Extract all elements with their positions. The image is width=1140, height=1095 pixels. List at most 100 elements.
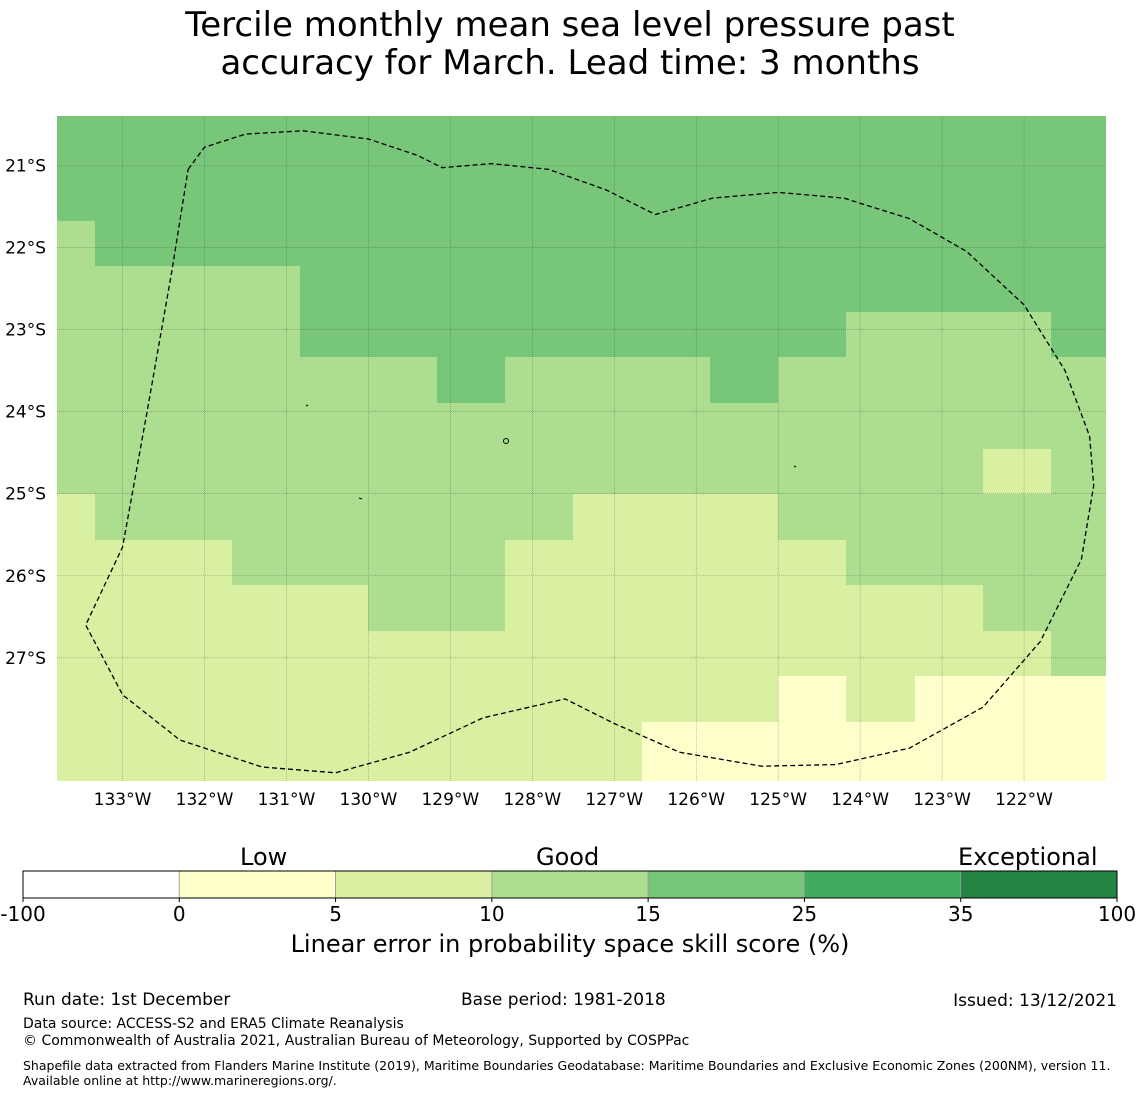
grid-cell xyxy=(57,312,95,357)
island-mark xyxy=(305,404,309,407)
eez-boundary xyxy=(84,130,1095,774)
grid-cell xyxy=(983,266,1051,312)
grid-cell xyxy=(778,221,846,266)
colorbar-segment xyxy=(335,870,493,899)
grid-cell xyxy=(846,722,915,781)
colorbar-tick-label: 35 xyxy=(948,902,973,926)
grid-cell xyxy=(915,585,983,631)
grid-cell xyxy=(642,312,710,357)
grid-cell xyxy=(368,540,437,585)
grid-cell xyxy=(368,676,437,722)
grid-cell xyxy=(95,266,164,312)
grid-cell xyxy=(505,266,573,312)
grid-cell xyxy=(57,221,95,266)
grid-cell xyxy=(642,449,710,494)
longitude-label: 123°W xyxy=(913,790,971,810)
grid-cell xyxy=(300,116,368,221)
grid-cell xyxy=(642,494,710,540)
grid-cell xyxy=(915,676,983,722)
grid-cell xyxy=(95,494,164,540)
colorbar-segment xyxy=(960,870,1118,899)
grid-cell xyxy=(368,449,437,494)
grid-cell xyxy=(642,540,710,585)
shapefile-credit: Shapefile data extracted from Flanders M… xyxy=(23,1058,1111,1088)
grid-cell xyxy=(95,585,164,631)
grid-cell xyxy=(1051,221,1106,266)
latitude-label: 25°S xyxy=(5,485,46,505)
grid-cell xyxy=(164,585,232,631)
grid-cell xyxy=(505,357,573,403)
grid-cell xyxy=(368,357,437,403)
grid-cell xyxy=(915,266,983,312)
grid-cell xyxy=(437,676,505,722)
colorbar-tick-label: 100 xyxy=(1098,902,1136,926)
grid-cell xyxy=(164,449,232,494)
colorbar-ticks: -100 0 5 10 15 25 35 100 xyxy=(0,898,1136,926)
grid-cell xyxy=(1051,722,1106,781)
colorbar-segment xyxy=(804,870,962,899)
grid-cell xyxy=(915,449,983,494)
grid-cell xyxy=(232,631,300,676)
grid-cell xyxy=(710,676,778,722)
grid-cell xyxy=(300,221,368,266)
grid-cell xyxy=(1051,357,1106,403)
grid-cell xyxy=(505,449,573,494)
grid-cell xyxy=(57,585,95,631)
grid-cell xyxy=(846,585,915,631)
skill-grid xyxy=(57,116,1106,781)
grid-cell xyxy=(232,585,300,631)
title-line-2: accuracy for March. Lead time: 3 months xyxy=(220,43,920,83)
grid-cell xyxy=(573,357,642,403)
colorbar-segment xyxy=(178,870,336,899)
grid-cell xyxy=(983,312,1051,357)
grid-cell xyxy=(778,266,846,312)
grid-cell xyxy=(57,449,95,494)
grid-cell xyxy=(846,494,915,540)
grid-cell xyxy=(368,312,437,357)
island-mark xyxy=(503,438,509,444)
grid-cell xyxy=(710,540,778,585)
island-mark xyxy=(793,465,797,468)
grid-cell xyxy=(164,266,232,312)
latitude-label: 22°S xyxy=(5,238,46,258)
grid-cell xyxy=(164,312,232,357)
grid-cell xyxy=(437,357,505,403)
grid-cell xyxy=(164,631,232,676)
grid-cell xyxy=(505,494,573,540)
base-period: Base period: 1981-2018 xyxy=(461,990,666,1010)
grid-cell xyxy=(846,221,915,266)
grid-cell xyxy=(368,631,437,676)
grid-cell xyxy=(95,221,164,266)
longitude-label: 131°W xyxy=(258,790,316,810)
grid-cell xyxy=(95,540,164,585)
grid-cell xyxy=(778,722,846,781)
grid-cell xyxy=(57,494,95,540)
grid-cell xyxy=(505,221,573,266)
colorbar-category-good: Good xyxy=(536,843,600,871)
grid-cell xyxy=(846,631,915,676)
longitude-label: 132°W xyxy=(176,790,234,810)
grid-cell xyxy=(368,722,437,781)
grid-cell xyxy=(1051,631,1106,676)
run-date: Run date: 1st December xyxy=(23,990,231,1010)
longitude-label: 129°W xyxy=(421,790,479,810)
grid-cell xyxy=(232,357,300,403)
grid-cell xyxy=(437,116,505,221)
grid-cell xyxy=(300,357,368,403)
grid-cell xyxy=(368,116,437,221)
colorbar-tick-label: 15 xyxy=(635,902,660,926)
grid-cell xyxy=(983,449,1051,494)
grid-cell xyxy=(983,494,1051,540)
grid-cell xyxy=(300,631,368,676)
grid-cell xyxy=(573,266,642,312)
grid-cell xyxy=(710,631,778,676)
grid-cell xyxy=(778,585,846,631)
grid-cell xyxy=(95,676,164,722)
grid-cell xyxy=(57,722,95,781)
grid-cell xyxy=(778,494,846,540)
grid-cell xyxy=(778,116,846,221)
grid-cell xyxy=(915,221,983,266)
grid-cell xyxy=(437,221,505,266)
colorbar xyxy=(22,870,1118,899)
